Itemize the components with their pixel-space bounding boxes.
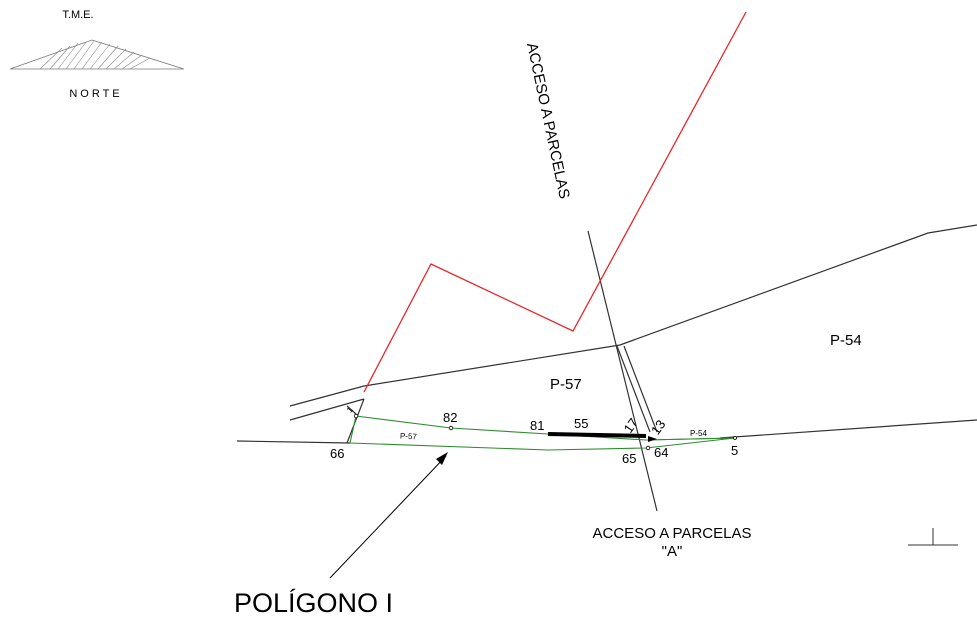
logo-top-text: T.M.E. [62, 9, 93, 21]
point-label-81: 81 [530, 418, 544, 433]
point-label-55: 55 [574, 416, 588, 431]
point-label-13: 13 [648, 417, 669, 437]
right-road-line [719, 419, 977, 439]
polygon-pointer-arrow-icon [436, 452, 448, 465]
parcel-p54-top [645, 437, 736, 441]
small-edge-2 [346, 398, 365, 444]
point-label-82: 82 [443, 410, 457, 425]
middle-road-line [289, 398, 365, 421]
point-label-5: 5 [731, 443, 738, 458]
road-lines [236, 224, 977, 512]
access-line-3 [623, 345, 658, 433]
parcel-label-p54: P-54 [830, 332, 862, 349]
point-marker-64 [645, 445, 651, 451]
access-segment-thick [547, 432, 647, 438]
access-label-bottom-sub: "A" [662, 543, 683, 560]
point-markers [353, 413, 737, 451]
point-marker-82 [448, 425, 454, 431]
logo-bottom-text: NORTE [69, 88, 122, 100]
point-label-64: 64 [654, 445, 668, 460]
access-label-bottom: ACCESO A PARCELAS [593, 525, 752, 542]
lower-road-line [236, 440, 351, 444]
red-boundary-line [363, 11, 747, 393]
upper-road-line [289, 224, 977, 407]
perpendicular-symbol-icon [908, 528, 958, 546]
access-line-2 [616, 345, 651, 433]
point-label-17: 17 [620, 415, 641, 435]
polygon-pointer-line [329, 455, 447, 579]
small-edge-1 [346, 405, 357, 415]
tme-norte-logo: T.M.E. NORTE [9, 9, 185, 100]
point-marker-5 [733, 436, 737, 440]
point-label-1: 1 [345, 405, 355, 415]
parcel-label-p57: P-57 [550, 376, 582, 393]
parcel-label-p54-small: P-54 [690, 429, 707, 438]
parcel-label-p57-small: P-57 [400, 431, 418, 441]
point-label-66: 66 [330, 446, 344, 461]
logo-roof-hatch-icon [9, 39, 185, 70]
access-label-top: ACCESO A PARCELAS [523, 41, 573, 200]
access-arrow-head-icon [648, 436, 657, 442]
polygon-label: POLÍGONO I [234, 588, 393, 618]
access-line-1 [587, 230, 658, 512]
point-label-65: 65 [622, 451, 636, 466]
point-marker-1 [353, 413, 359, 419]
